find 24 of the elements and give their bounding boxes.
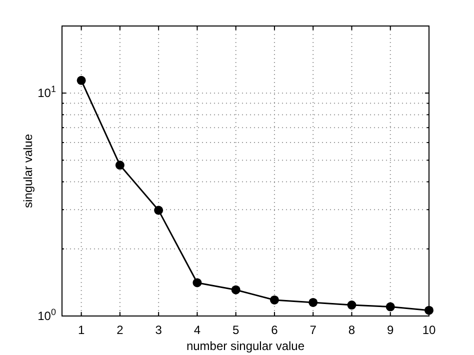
point xyxy=(270,295,279,304)
point xyxy=(308,298,318,307)
x-tick-label: 6 xyxy=(271,323,278,337)
x-tick-label: 4 xyxy=(194,323,201,337)
x-tick-label: 9 xyxy=(387,323,394,337)
point xyxy=(76,76,86,85)
point xyxy=(192,278,202,288)
point xyxy=(424,306,434,315)
point xyxy=(386,302,395,312)
point xyxy=(154,206,164,215)
point xyxy=(347,300,356,310)
y-tick-label: 10$^{0}$ xyxy=(38,307,56,323)
x-tick-label: 5 xyxy=(232,323,240,337)
x-axis-title: number singular value xyxy=(186,339,305,353)
y-tick-label: 10$^{1}$ xyxy=(38,84,56,100)
x-tick-label: 7 xyxy=(310,323,317,337)
point xyxy=(115,160,124,170)
x-tick-label: 3 xyxy=(155,323,162,337)
point xyxy=(231,285,240,294)
y-axis-title: singular value xyxy=(21,134,35,208)
x-tick-label: 2 xyxy=(116,323,124,337)
x-tick-label: 8 xyxy=(348,323,356,337)
x-tick-label: 10 xyxy=(422,323,436,337)
x-tick-label: 1 xyxy=(78,323,85,337)
